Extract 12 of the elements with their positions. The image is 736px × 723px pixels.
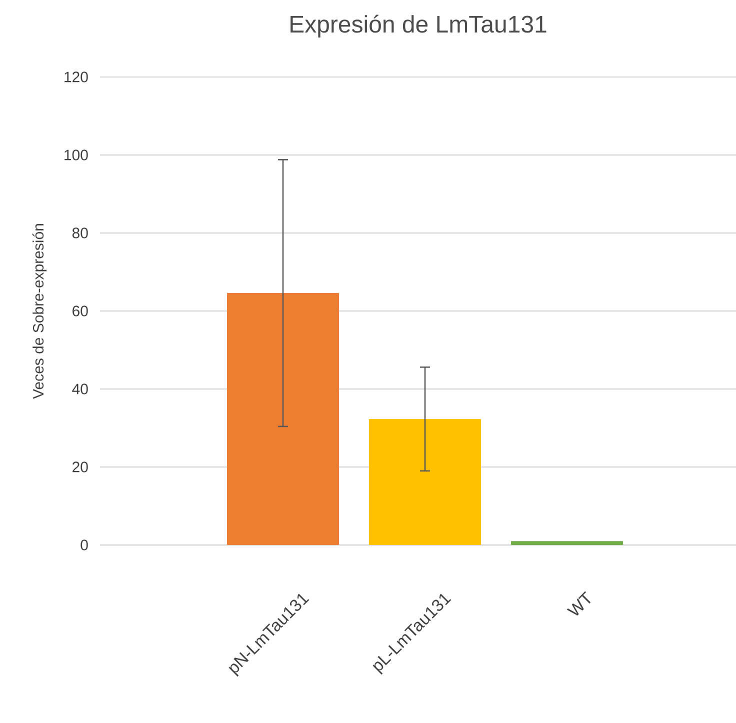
y-tick-label: 0 — [80, 540, 88, 550]
y-tick-label: 120 — [64, 72, 88, 82]
bar — [369, 419, 482, 545]
chart-title: Expresión de LmTau131 — [290, 14, 546, 38]
x-tick-label: WT — [566, 591, 591, 616]
y-tick-label: 60 — [72, 306, 88, 316]
y-tick-label: 40 — [72, 384, 88, 394]
bar — [511, 541, 624, 545]
y-tick-label: 80 — [72, 228, 88, 238]
y-tick-label: 100 — [64, 150, 88, 160]
y-axis-title: Veces de Sobre-expresión — [32, 224, 47, 399]
y-tick-label: 20 — [72, 462, 88, 472]
